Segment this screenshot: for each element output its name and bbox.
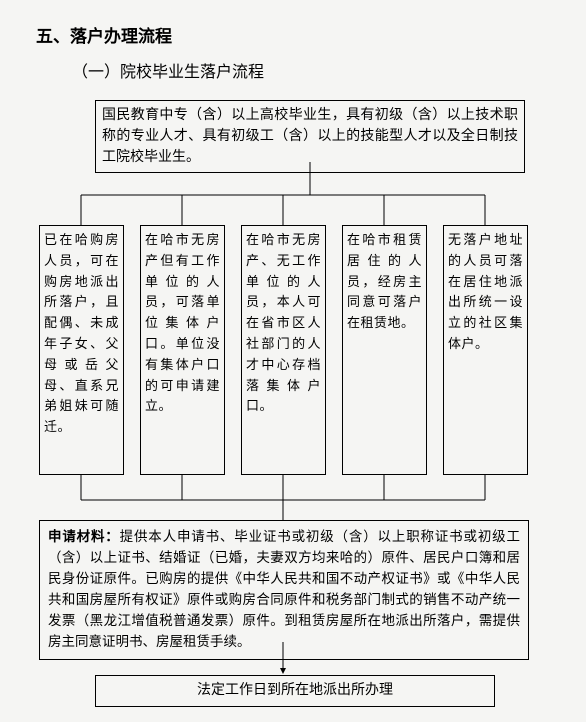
flow-branch-2: 在哈市无房产但有工作单位的人员，可落单位集体户口。单位没有集体户口的可申请建立。: [140, 225, 225, 475]
flow-branch-3: 在哈市无房产、无工作单位的人员，本人可在省市区人社部门的人才中心存档落集体户口。: [241, 225, 326, 475]
materials-label: 申请材料：: [48, 529, 120, 544]
section-heading: 五、落户办理流程: [36, 22, 172, 47]
flow-branch-4: 在哈市租赁居住的人员，经房主同意可落户在租赁地。: [342, 225, 427, 475]
flow-branch-1: 已在哈购房人员，可在购房地派出所落户，且配偶、未成年子女、父母或岳父母、直系兄弟…: [39, 225, 124, 475]
flow-materials-box: 申请材料：提供本人申请书、毕业证书或初级（含）以上职称证书或初级工（含）以上证书…: [39, 520, 529, 660]
materials-text: 提供本人申请书、毕业证书或初级（含）以上职称证书或初级工（含）以上证书、结婚证（…: [48, 529, 520, 649]
flow-top-box: 国民教育中专（含）以上高校毕业生，具有初级（含）以上技术职称的专业人才、具有初级…: [95, 100, 525, 173]
subsection-heading: （一）院校毕业生落户流程: [72, 58, 264, 82]
flow-final-box: 法定工作日到所在地派出所办理: [95, 675, 495, 707]
flow-branch-5: 无落户地址的人员可落在居住地派出所统一设立的社区集体户。: [443, 225, 528, 475]
